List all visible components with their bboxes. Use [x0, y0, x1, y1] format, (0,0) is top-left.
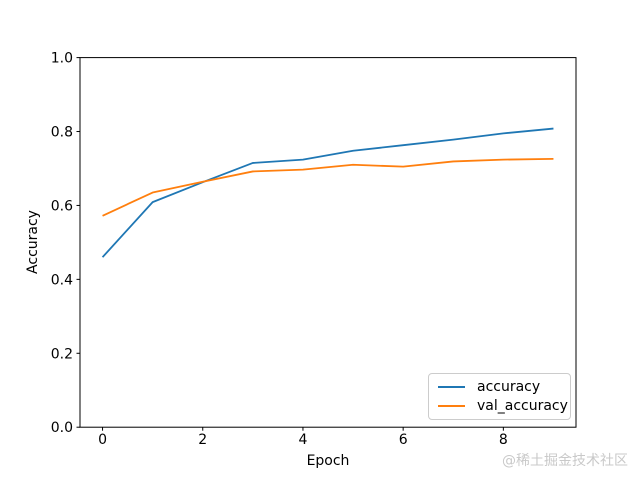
x-tick-label: 0 — [98, 432, 107, 448]
y-tick-label: 1.0 — [51, 51, 73, 67]
x-tick-label: 8 — [499, 432, 508, 448]
legend: accuracy val_accuracy — [428, 373, 571, 420]
y-tick-label: 0.2 — [51, 346, 73, 362]
x-axis-label: Epoch — [306, 453, 350, 469]
y-tick-label: 0.8 — [51, 125, 73, 141]
y-tick-label: 0.6 — [51, 198, 73, 214]
legend-line-sample-val-accuracy — [438, 404, 465, 407]
line-val_accuracy — [102, 157, 554, 217]
x-tick-label: 2 — [198, 432, 207, 448]
y-tick-label: 0.4 — [51, 272, 73, 288]
y-tick-label: 0.0 — [51, 420, 73, 436]
x-tick-label: 6 — [399, 432, 408, 448]
x-tick-label: 4 — [298, 432, 307, 448]
legend-label-val-accuracy: val_accuracy — [477, 397, 568, 414]
legend-entry-val-accuracy: val_accuracy — [438, 399, 568, 413]
legend-entry-accuracy: accuracy — [438, 380, 561, 394]
y-axis-label: Accuracy — [25, 210, 41, 274]
plot-frame — [79, 57, 577, 428]
watermark-text: @稀土掘金技术社区 — [502, 453, 628, 469]
line-accuracy — [101, 127, 554, 258]
legend-label-accuracy: accuracy — [477, 379, 541, 396]
legend-line-sample-accuracy — [438, 386, 465, 389]
